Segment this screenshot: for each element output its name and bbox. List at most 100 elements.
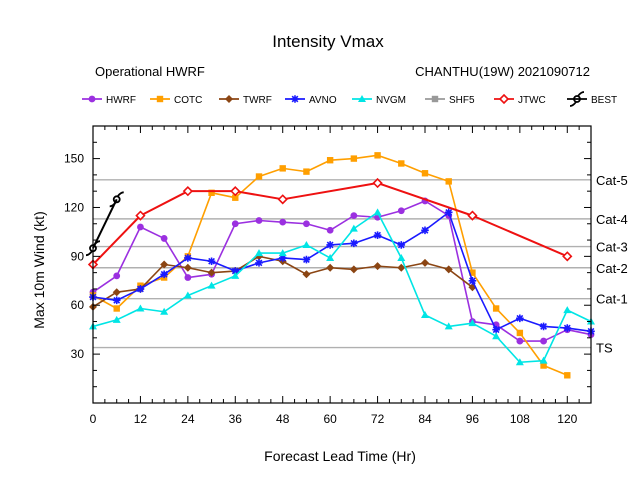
x-tick-label-60: 60 xyxy=(323,412,337,426)
point-hwrf-12 xyxy=(137,223,144,231)
point-twrf-66 xyxy=(349,265,358,274)
point-hwrf-48 xyxy=(279,218,287,226)
point-nvgm-90 xyxy=(444,322,453,330)
point-cotc-54 xyxy=(303,168,310,175)
point-nvgm-36 xyxy=(231,271,240,279)
x-tick-label-96: 96 xyxy=(466,412,480,426)
legend-label-best: BEST xyxy=(591,95,617,106)
point-avno-108 xyxy=(516,314,524,323)
point-hwrf-108 xyxy=(516,337,524,345)
point-hwrf-18 xyxy=(160,235,168,242)
y-tick-label-90: 90 xyxy=(71,249,85,263)
series-best xyxy=(85,191,124,257)
legend-marker-hwrf xyxy=(88,95,96,103)
x-tick-label-48: 48 xyxy=(276,412,290,426)
point-nvgm-84 xyxy=(421,311,429,319)
category-label-cat-5: Cat-5 xyxy=(596,173,628,188)
point-twrf-84 xyxy=(421,258,429,267)
legend-item-nvgm: NVGM xyxy=(352,95,406,106)
x-tick-label-0: 0 xyxy=(90,412,97,426)
legend-marker-best xyxy=(569,91,585,107)
point-cotc-114 xyxy=(540,362,547,369)
point-cotc-90 xyxy=(445,178,452,185)
y-tick-label-120: 120 xyxy=(64,200,84,214)
point-nvgm-48 xyxy=(278,249,287,257)
point-nvgm-78 xyxy=(397,253,406,261)
point-jtwc-24 xyxy=(182,186,193,197)
point-nvgm-54 xyxy=(302,240,311,248)
point-hwrf-24 xyxy=(184,274,192,281)
x-tick-label-108: 108 xyxy=(510,412,530,426)
point-best-0 xyxy=(85,240,101,257)
point-cotc-60 xyxy=(326,157,334,164)
legend-item-shf5: SHF5 xyxy=(425,95,475,106)
legend-label-avno: AVNO xyxy=(309,95,337,106)
plot-area xyxy=(85,152,595,379)
x-tick-label-84: 84 xyxy=(418,412,432,426)
legend-item-jtwc: JTWC xyxy=(494,93,546,106)
point-avno-48 xyxy=(278,254,287,262)
y-axis-label: Max 10m Wind (kt) xyxy=(31,211,47,328)
point-avno-24 xyxy=(184,254,192,262)
point-avno-102 xyxy=(492,325,500,334)
point-avno-78 xyxy=(397,241,406,249)
legend-label-cotc: COTC xyxy=(174,95,202,106)
legend-item-cotc: COTC xyxy=(150,95,202,106)
point-twrf-90 xyxy=(444,265,453,274)
y-tick-label-30: 30 xyxy=(71,347,85,361)
point-twrf-18 xyxy=(160,260,169,269)
x-tick-label-12: 12 xyxy=(134,412,148,426)
point-nvgm-96 xyxy=(468,319,477,327)
point-avno-96 xyxy=(468,276,477,285)
point-twrf-60 xyxy=(326,263,335,272)
point-nvgm-120 xyxy=(563,306,572,314)
point-nvgm-60 xyxy=(326,253,335,261)
series-line-avno xyxy=(92,211,592,333)
category-label-cat-1: Cat-1 xyxy=(596,292,628,307)
point-jtwc-48 xyxy=(277,194,288,205)
series-nvgm xyxy=(89,208,595,366)
category-label-cat-3: Cat-3 xyxy=(596,240,628,255)
point-nvgm-18 xyxy=(160,307,169,315)
category-lines: Cat-5 Cat-4 Cat-3 Cat-2 Cat-1 TS xyxy=(93,173,628,356)
point-avno-60 xyxy=(326,241,334,249)
point-twrf-24 xyxy=(183,263,192,272)
point-avno-84 xyxy=(421,226,429,235)
point-nvgm-30 xyxy=(207,281,216,289)
point-cotc-42 xyxy=(255,173,263,180)
point-twrf-6 xyxy=(112,288,121,297)
point-cotc-48 xyxy=(279,165,286,172)
point-cotc-78 xyxy=(398,160,405,167)
point-jtwc-72 xyxy=(372,177,383,189)
point-nvgm-12 xyxy=(136,304,145,312)
point-cotc-30 xyxy=(208,189,215,197)
legend-marker-avno xyxy=(291,95,299,103)
legend-item-hwrf: HWRF xyxy=(82,95,136,106)
legend-item-twrf: TWRF xyxy=(219,95,272,106)
category-label-cat-4: Cat-4 xyxy=(596,212,628,227)
point-avno-66 xyxy=(350,239,358,248)
point-avno-42 xyxy=(255,259,263,267)
legend-label-jtwc: JTWC xyxy=(518,95,546,106)
point-cotc-36 xyxy=(232,194,239,201)
point-cotc-108 xyxy=(516,329,524,337)
point-hwrf-42 xyxy=(255,217,263,224)
y-tick-label-150: 150 xyxy=(64,152,84,166)
chart-subtitle-right: CHANTHU(19W) 2021090712 xyxy=(415,64,590,79)
point-jtwc-12 xyxy=(135,210,146,221)
point-nvgm-108 xyxy=(515,358,524,366)
x-tick-label-36: 36 xyxy=(229,412,243,426)
point-nvgm-72 xyxy=(373,208,382,216)
point-hwrf-66 xyxy=(350,212,358,220)
point-jtwc-36 xyxy=(230,186,241,197)
point-avno-30 xyxy=(207,257,216,266)
point-nvgm-102 xyxy=(492,332,501,340)
point-hwrf-54 xyxy=(303,220,310,228)
chart-title: Intensity Vmax xyxy=(272,32,384,51)
point-avno-12 xyxy=(136,285,145,293)
point-hwrf-36 xyxy=(231,220,239,228)
point-nvgm-114 xyxy=(539,356,548,364)
category-label-ts: TS xyxy=(596,341,613,356)
point-jtwc-96 xyxy=(467,210,478,221)
legend: HWRF COTC TWRF AVNO NVGM SHF5 JTWC BEST xyxy=(82,91,617,107)
